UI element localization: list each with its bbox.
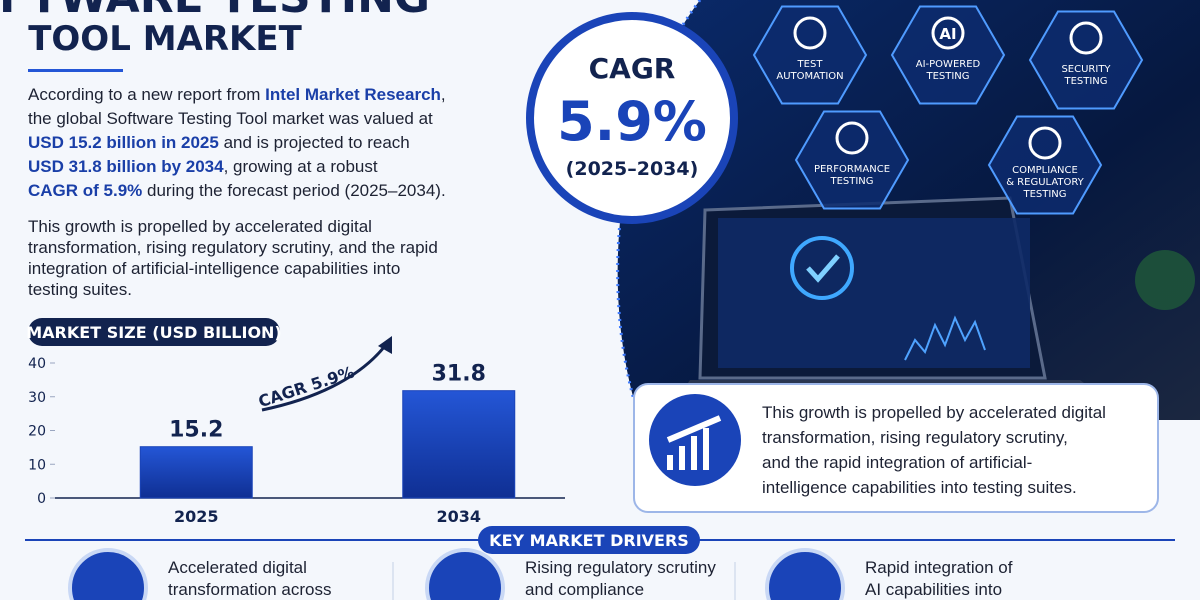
bar [402, 390, 516, 499]
y-tick-label: 0 [37, 491, 46, 507]
segment-label: AUTOMATION [776, 71, 843, 82]
cagr-badge [526, 12, 738, 224]
cagr-annotation: CAGR 5.9% [256, 362, 357, 411]
driver-text: and compliance [525, 580, 644, 599]
x-tick-label: 2025 [174, 507, 219, 526]
drivers-title: KEY MARKET DRIVERS [489, 531, 689, 550]
driver-icon [68, 548, 148, 600]
intro-emphasis: USD 31.8 billion by 2034 [28, 157, 224, 176]
drivers-pill [478, 526, 700, 554]
intro-line: CAGR of 5.9% during the forecast period … [28, 181, 446, 200]
callout-line: intelligence capabilities into testing s… [762, 478, 1077, 497]
segment-label: TEST [797, 59, 824, 70]
cagr-arrowhead [378, 336, 392, 354]
segment-hexagon [752, 5, 868, 105]
y-tick-label: 30 [28, 390, 46, 406]
segment-label: COMPLIANCE [1012, 165, 1078, 176]
intro-line: the global Software Testing Tool market … [28, 109, 433, 128]
segment-icon [793, 16, 827, 50]
intro-text: the global Software Testing Tool market … [28, 109, 433, 128]
intro-emphasis: Intel Market Research [265, 85, 441, 104]
cagr-period: (2025–2034) [566, 158, 699, 180]
segment-label: TESTING [1022, 189, 1066, 200]
title-line-2: TOOL MARKET [28, 19, 302, 59]
segment-label: TESTING [925, 71, 969, 82]
growth-line: testing suites. [28, 280, 132, 299]
intro-text: and is projected to reach [219, 133, 410, 152]
divider-curve [616, 0, 702, 421]
intro-line: According to a new report from Intel Mar… [28, 85, 446, 104]
intro-line: USD 15.2 billion in 2025 and is projecte… [28, 133, 410, 152]
intro-text: , [441, 85, 446, 104]
driver-text: Accelerated digital [168, 558, 307, 577]
y-tick-label: 10 [28, 457, 46, 473]
driver-text: Rapid integration of [865, 558, 1013, 577]
growth-line: integration of artificial-intelligence c… [28, 259, 400, 278]
callout-box [633, 383, 1159, 513]
segment-label: PERFORMANCE [814, 164, 890, 175]
chart-title: MARKET SIZE (USD BILLION) [26, 323, 282, 342]
intro-emphasis: CAGR of 5.9% [28, 181, 142, 200]
cagr-arrow [261, 341, 390, 412]
title-line-1: SOFTWARE TESTING [0, 0, 430, 23]
cagr-label: CAGR [589, 52, 676, 85]
segment-icon-text: AI [939, 25, 956, 43]
intro-text: during the forecast period (2025–2034). [142, 181, 445, 200]
callout-line: and the rapid integration of artificial- [762, 453, 1032, 472]
intro-text: , growing at a robust [224, 157, 378, 176]
y-tick-label: 40 [28, 356, 46, 372]
segment-icon [931, 16, 965, 50]
growth-line: This growth is propelled by accelerated … [28, 217, 372, 236]
title-underline [28, 69, 123, 72]
segment-label: AI-POWERED [916, 59, 981, 70]
segment-label: TESTING [1063, 76, 1107, 87]
driver-icon [425, 548, 505, 600]
segment-icon [1069, 21, 1103, 55]
value-label: 31.8 [432, 362, 486, 387]
x-tick-label: 2034 [436, 507, 481, 526]
segment-hexagon [987, 115, 1103, 215]
growth-line: transformation, rising regulatory scruti… [28, 238, 438, 257]
segment-icon [1028, 126, 1062, 160]
segment-hexagon [794, 110, 910, 210]
segment-label: SECURITY [1061, 64, 1111, 75]
segment-hexagon [890, 5, 1006, 105]
driver-text: transformation across [168, 580, 331, 599]
intro-emphasis: USD 15.2 billion in 2025 [28, 133, 219, 152]
plant [1135, 250, 1195, 310]
value-label: 15.2 [169, 418, 223, 443]
y-tick-label: 20 [28, 424, 46, 440]
driver-icon [765, 548, 845, 600]
segment-icon [835, 121, 869, 155]
intro-line: USD 31.8 billion by 2034, growing at a r… [28, 157, 378, 176]
segment-hexagon [1028, 10, 1144, 110]
chart-title-pill [28, 318, 280, 346]
callout-line: This growth is propelled by accelerated … [762, 403, 1106, 422]
segment-label: & REGULATORY [1006, 177, 1084, 188]
driver-text: AI capabilities into [865, 580, 1002, 599]
driver-text: Rising regulatory scrutiny [525, 558, 716, 577]
cagr-value: 5.9% [557, 90, 707, 153]
callout-line: transformation, rising regulatory scruti… [762, 428, 1068, 447]
segment-label: TESTING [829, 176, 873, 187]
callout-icon-glyph [666, 415, 722, 470]
bar [139, 446, 253, 499]
intro-text: According to a new report from [28, 85, 265, 104]
